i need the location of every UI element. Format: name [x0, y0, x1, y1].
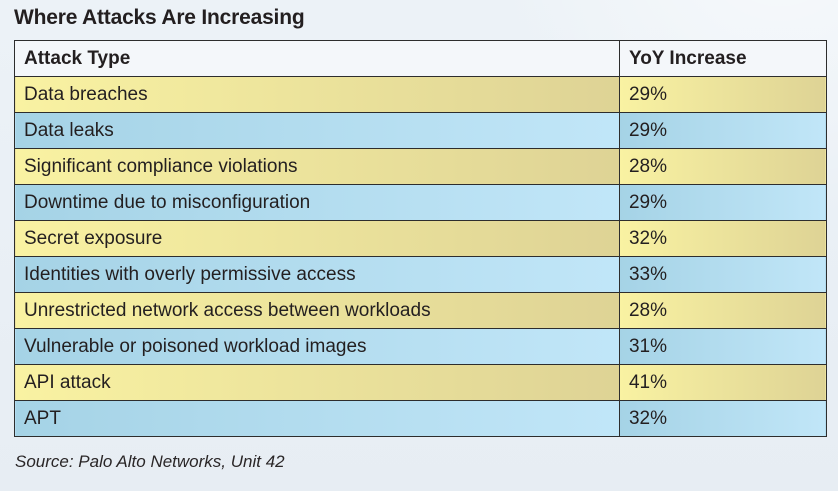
- attack-type-cell: Significant compliance violations: [14, 148, 620, 186]
- attack-type-cell: APT: [14, 400, 620, 438]
- table-row: Identities with overly permissive access…: [14, 256, 828, 294]
- yoy-increase-cell: 28%: [618, 148, 828, 186]
- yoy-increase-cell: 29%: [618, 184, 828, 222]
- attack-type-cell: Identities with overly permissive access: [14, 256, 620, 294]
- column-header-attack-type: Attack Type: [14, 40, 620, 78]
- source-attribution: Source: Palo Alto Networks, Unit 42: [15, 452, 285, 472]
- page-title: Where Attacks Are Increasing: [14, 6, 305, 29]
- table-row: Unrestricted network access between work…: [14, 292, 828, 330]
- yoy-increase-cell: 31%: [618, 328, 828, 366]
- table-row: Vulnerable or poisoned workload images 31…: [14, 328, 828, 366]
- table-row: Data breaches 29%: [14, 76, 828, 114]
- column-header-yoy-increase: YoY Increase: [618, 40, 828, 78]
- yoy-increase-cell: 29%: [618, 76, 828, 114]
- yoy-increase-cell: 32%: [618, 220, 828, 258]
- yoy-increase-cell: 29%: [618, 112, 828, 150]
- yoy-increase-cell: 33%: [618, 256, 828, 294]
- attack-increase-table: Attack Type YoY Increase Data breaches 29…: [14, 40, 828, 438]
- yoy-increase-cell: 28%: [618, 292, 828, 330]
- attack-type-cell: Data breaches: [14, 76, 620, 114]
- table-row: API attack 41%: [14, 364, 828, 402]
- table-row: Secret exposure 32%: [14, 220, 828, 258]
- table-row: Downtime due to misconfiguration 29%: [14, 184, 828, 222]
- attack-type-cell: API attack: [14, 364, 620, 402]
- table-row: Significant compliance violations 28%: [14, 148, 828, 186]
- attack-type-cell: Downtime due to misconfiguration: [14, 184, 620, 222]
- table-header-row: Attack Type YoY Increase: [14, 40, 828, 78]
- yoy-increase-cell: 41%: [618, 364, 828, 402]
- attack-type-cell: Data leaks: [14, 112, 620, 150]
- table-row: APT 32%: [14, 400, 828, 438]
- table-header: Attack Type YoY Increase: [14, 40, 828, 78]
- table-body: Data breaches 29% Data leaks 29% Significant…: [14, 76, 828, 438]
- yoy-increase-cell: 32%: [618, 400, 828, 438]
- attack-type-cell: Secret exposure: [14, 220, 620, 258]
- attack-increase-figure: Where Attacks Are Increasing Attack Type…: [14, 6, 828, 472]
- attack-type-cell: Vulnerable or poisoned workload images: [14, 328, 620, 366]
- table-row: Data leaks 29%: [14, 112, 828, 150]
- attack-type-cell: Unrestricted network access between work…: [14, 292, 620, 330]
